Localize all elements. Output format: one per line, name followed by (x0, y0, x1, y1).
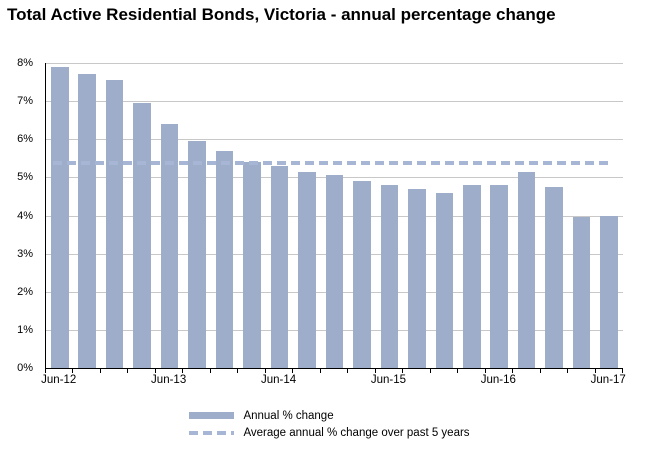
x-axis-tick (237, 369, 239, 373)
bar-slot (266, 63, 293, 368)
x-axis-label: Jun-15 (370, 374, 407, 386)
legend-item-average: Average annual % change over past 5 year… (189, 424, 470, 441)
bar-jun-14 (270, 165, 289, 368)
x-axis-tick (264, 369, 266, 373)
bar-dec-14 (325, 175, 344, 368)
bar-jun-17 (600, 215, 618, 368)
x-axis-tick (45, 369, 46, 373)
legend: Annual % change Average annual % change … (0, 407, 659, 441)
bar-mar-13 (133, 103, 151, 368)
bar-slot (183, 63, 210, 368)
gridline (46, 101, 623, 103)
x-axis-label: Jun-12 (41, 374, 77, 386)
legend-bar-swatch (189, 412, 235, 419)
bar-slot (101, 63, 128, 368)
bar-dec-13 (215, 150, 234, 368)
bar-slot (321, 63, 348, 368)
bar-dec-12 (105, 80, 124, 368)
bar-slot (156, 63, 183, 368)
bar-slot (595, 63, 622, 368)
bar-dec-16 (545, 186, 563, 368)
bar-series (46, 63, 623, 368)
bar-slot (128, 63, 155, 368)
bar-mar-17 (572, 217, 591, 368)
bar-slot (458, 63, 485, 368)
x-axis-tick (154, 369, 156, 373)
x-axis-tick (484, 369, 486, 373)
gridline (46, 63, 623, 64)
x-axis-tick (127, 369, 129, 373)
bar-mar-15 (353, 181, 371, 368)
x-axis-label: Jun-14 (260, 374, 297, 386)
x-axis-tick (457, 369, 459, 373)
bar-slot (73, 63, 100, 368)
x-axis-ticks (45, 369, 623, 373)
y-axis-label: 3% (17, 247, 33, 260)
x-axis-tick (374, 369, 376, 373)
x-axis-tick (402, 369, 404, 373)
x-axis-label: Jun-13 (151, 374, 187, 386)
x-axis-tick (539, 369, 541, 373)
bar-slot (238, 63, 265, 368)
y-axis-label: 7% (17, 95, 33, 108)
x-axis-tick (622, 369, 623, 373)
bar-mar-16 (462, 185, 481, 368)
x-axis-tick (567, 369, 569, 373)
legend-dashed-line-swatch (189, 430, 235, 435)
y-axis-label: 8% (17, 57, 33, 69)
x-axis-tick (72, 369, 74, 373)
bar-slot (211, 63, 238, 368)
bar-sep-15 (408, 188, 426, 368)
bar-dec-15 (435, 192, 454, 368)
bar-slot (568, 63, 595, 368)
x-axis-tick (209, 369, 211, 373)
y-axis-label: 4% (17, 209, 33, 222)
gridline (46, 139, 623, 141)
y-axis-label: 0% (17, 362, 33, 374)
plot-area (45, 63, 623, 369)
x-axis-tick (429, 369, 431, 373)
bar-slot (513, 63, 540, 368)
x-axis: Jun-12 Jun-13 Jun-14 Jun-15 Jun-16 Jun-17 (41, 374, 626, 390)
bar-sep-16 (517, 171, 536, 368)
bar-jun-15 (380, 185, 399, 368)
x-axis-tick (347, 369, 349, 373)
bar-sep-12 (78, 74, 96, 368)
chart-title: Total Active Residential Bonds, Victoria… (7, 5, 556, 24)
y-axis-label: 1% (17, 323, 33, 336)
y-axis-label: 6% (17, 133, 33, 146)
bar-slot (376, 63, 403, 368)
bar-slot (486, 63, 513, 368)
x-axis-tick (99, 369, 101, 373)
bar-slot (348, 63, 375, 368)
bar-slot (293, 63, 320, 368)
legend-average-label: Average annual % change over past 5 year… (243, 426, 470, 439)
x-axis-tick (594, 369, 596, 373)
x-axis-tick (319, 369, 321, 373)
legend-bar-label: Annual % change (243, 409, 334, 422)
legend-item-bars: Annual % change (189, 407, 469, 424)
bar-slot (540, 63, 567, 368)
x-axis-tick (512, 369, 514, 373)
y-axis-label: 2% (17, 285, 33, 298)
bar-sep-13 (188, 141, 206, 368)
x-axis-tick (292, 369, 294, 373)
bar-jun-13 (160, 124, 179, 368)
bar-slot (403, 63, 430, 368)
bar-jun-16 (490, 185, 509, 368)
x-axis-label: Jun-17 (590, 374, 626, 386)
y-axis: 0% 1% 2% 3% 4% 5% 6% 7% 8% (0, 57, 39, 374)
bar-slot (431, 63, 458, 368)
average-line (52, 161, 610, 166)
bar-mar-14 (243, 162, 261, 368)
x-axis-tick (182, 369, 184, 373)
y-axis-label: 5% (17, 171, 33, 184)
x-axis-label: Jun-16 (480, 374, 516, 386)
bar-slot (46, 63, 73, 368)
bar-sep-14 (298, 171, 316, 368)
bar-jun-12 (50, 66, 69, 368)
